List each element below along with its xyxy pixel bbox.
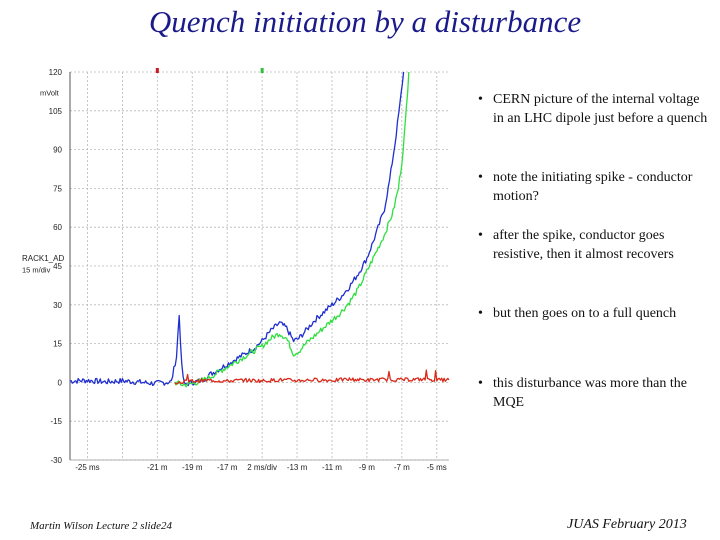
x-tick-label: -17 m [217,463,238,472]
x-tick-label: -25 ms [75,463,99,472]
y-tick-label: -15 [50,417,62,426]
x-tick-label: -9 m [359,463,375,472]
footer-left: Martin Wilson Lecture 2 slide24 [30,520,172,532]
top-marker [155,68,159,73]
y-tick-label: 120 [49,68,63,77]
chart-grid [70,71,449,461]
bullet-item: • CERN picture of the internal voltage in… [478,92,708,126]
series-green-line [174,71,410,388]
bullet-item: • after the spike, conductor goes resisti… [478,228,674,262]
x-tick-label: -21 m [147,463,168,472]
channel-label: RACK1_AD [22,254,64,263]
x-tick-label: -11 m [322,463,342,472]
x-tick-label: -19 m [182,463,203,472]
chart-labels: 120 105 90 75 60 45 30 15 0 -15 -30 -25 ms -21 m -19 … [22,68,447,472]
bullet-item: • this disturbance was more than the MQE [478,376,688,410]
slide-title: Quench initiation by a disturbance [148,4,582,39]
x-tick-label: -5 ms [427,463,447,472]
series-red-line [174,369,450,385]
y-tick-label: 60 [53,223,62,232]
y-tick-label: -30 [50,456,62,465]
channel-scale-label: 15 m/div [22,266,51,275]
y-tick-label: 15 [53,340,62,349]
y-tick-label: 90 [53,146,62,155]
x-tick-label: 2 ms/div [247,463,277,472]
chart-series [69,71,450,388]
bullet-item: • but then goes on to a full quench [478,306,677,321]
y-unit-label: mVolt [40,89,60,98]
voltage-chart: 120 105 90 75 60 45 30 15 0 -15 -30 -25 ms -21 m -19 … [22,68,450,472]
y-tick-label: 75 [53,184,62,193]
y-tick-label: 105 [49,107,63,116]
y-tick-label: 30 [53,301,62,310]
x-tick-label: -7 m [394,463,410,472]
x-tick-label: -13 m [287,463,308,472]
series-blue-line [69,71,405,387]
chart-axes [69,68,449,461]
top-marker [260,68,264,73]
footer-right: JUAS February 2013 [567,517,687,532]
y-tick-label: 45 [53,262,62,271]
bullet-item: • note the initiating spike - conductor m… [478,170,693,204]
y-tick-label: 0 [58,378,63,387]
